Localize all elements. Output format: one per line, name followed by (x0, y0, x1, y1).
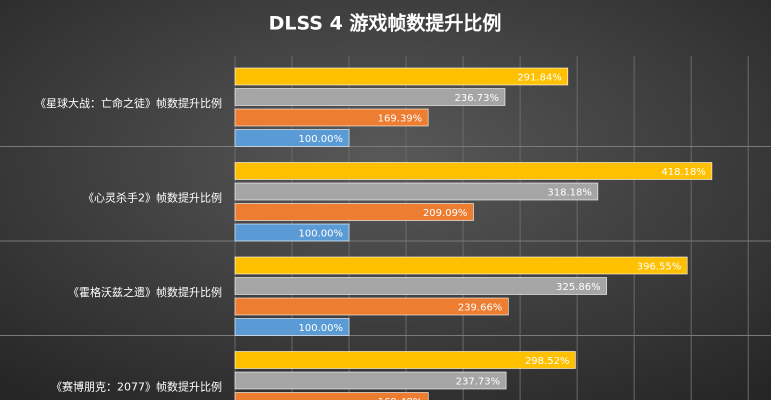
bar (234, 182, 599, 201)
category-label: 《星球大战：亡命之徒》帧数提升比例 (35, 96, 222, 110)
value-label: 209.09% (423, 208, 468, 219)
value-label: 239.66% (458, 303, 503, 314)
bar (234, 318, 350, 336)
value-label: 318.18% (547, 188, 592, 199)
bar (234, 129, 350, 147)
bar (234, 277, 607, 295)
value-label: 100.00% (299, 229, 344, 240)
value-label: 100.00% (299, 323, 344, 334)
value-label: 169.48% (378, 397, 423, 400)
category-label: 《心灵杀手2》帧数提升比例 (83, 191, 222, 205)
bar (234, 162, 713, 180)
value-label: 396.55% (637, 262, 682, 273)
chart-title: DLSS 4 游戏帧数提升比例 (269, 12, 502, 35)
bar (234, 297, 509, 316)
value-label: 418.18% (661, 167, 706, 178)
category-label: 《赛博朋克：2077》帧数提升比例 (51, 380, 222, 394)
value-label: 291.84% (517, 73, 562, 84)
value-label: 169.39% (378, 114, 423, 125)
bar (234, 67, 569, 86)
bar (234, 223, 350, 242)
value-label: 100.00% (299, 134, 344, 145)
bar (234, 371, 507, 390)
bar (234, 351, 576, 369)
bar (234, 392, 429, 400)
category-label: 《霍格沃兹之遗》帧数提升比例 (68, 285, 222, 299)
value-label: 237.73% (456, 377, 501, 388)
value-label: 325.86% (556, 282, 601, 293)
bar (234, 108, 429, 127)
bar (234, 88, 506, 106)
bar (234, 203, 474, 221)
value-label: 236.73% (454, 93, 499, 104)
bar (234, 256, 688, 275)
value-label: 298.52% (525, 356, 570, 367)
